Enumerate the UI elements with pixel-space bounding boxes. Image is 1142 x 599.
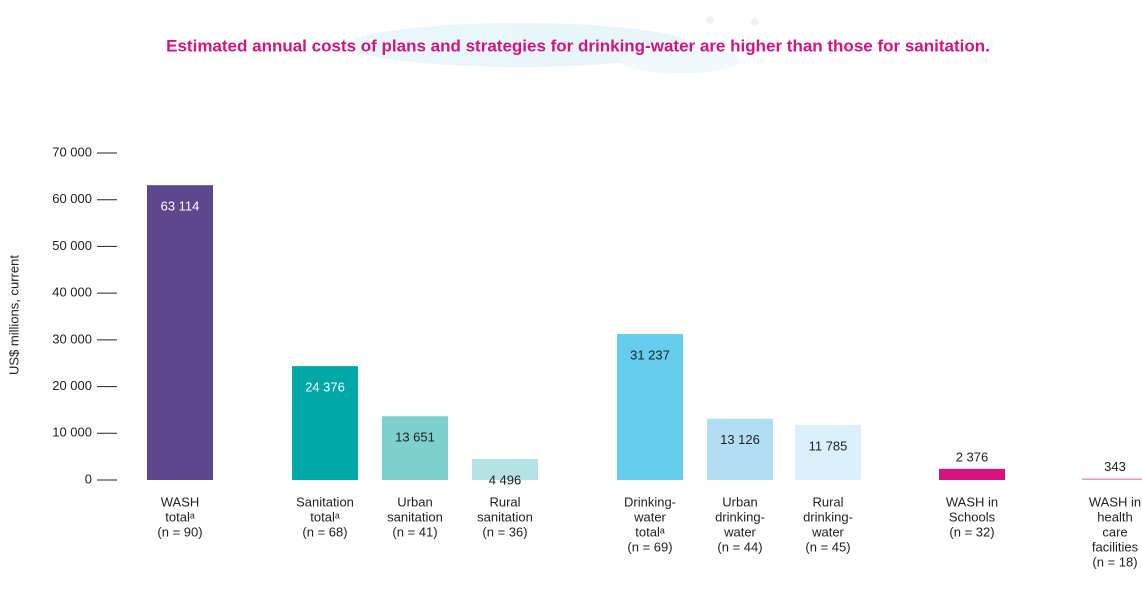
x-tick-label: (n = 18) <box>1092 554 1137 569</box>
splash-dot <box>751 18 759 26</box>
x-tick-label: water <box>633 509 666 524</box>
value-label: 2 376 <box>956 449 989 464</box>
x-tick-label: sanitation <box>477 509 533 524</box>
bar <box>795 424 861 480</box>
value-label: 11 785 <box>809 438 848 453</box>
x-tick-label: totalᵃ <box>310 509 340 524</box>
x-tick-label: care <box>1102 524 1127 539</box>
x-tick-label: Schools <box>949 509 996 524</box>
value-label: 63 114 <box>161 199 200 214</box>
y-tick-label: 10 000 <box>52 425 92 440</box>
bar <box>292 366 358 480</box>
splash-dot <box>706 16 714 24</box>
y-tick-label: 30 000 <box>52 331 92 346</box>
x-tick-label: drinking- <box>715 509 765 524</box>
x-tick-label: Urban <box>722 494 757 509</box>
y-axis-label: US$ millions, current <box>6 255 21 375</box>
x-tick-label: (n = 45) <box>805 539 850 554</box>
x-tick-label: health <box>1097 509 1132 524</box>
value-label: 31 237 <box>630 348 670 363</box>
bar <box>147 185 213 480</box>
x-tick-label: Urban <box>397 494 432 509</box>
y-tick-label: 60 000 <box>52 191 92 206</box>
x-tick-label: water <box>811 524 844 539</box>
background-splash <box>350 16 759 74</box>
chart-title: Estimated annual costs of plans and stra… <box>166 36 990 55</box>
splash <box>350 23 690 67</box>
x-tick-label: (n = 32) <box>949 524 994 539</box>
x-tick-label: (n = 36) <box>482 524 527 539</box>
x-tick-label: water <box>723 524 756 539</box>
x-tick-label: drinking- <box>803 509 853 524</box>
x-tick-label: sanitation <box>387 509 443 524</box>
x-tick-label: totalᵃ <box>635 524 665 539</box>
x-tick-label: WASH in <box>1089 494 1141 509</box>
bar <box>382 416 448 480</box>
x-tick-label: WASH <box>161 494 200 509</box>
y-tick-label: 40 000 <box>52 285 92 300</box>
bar <box>707 418 773 480</box>
x-tick-label: facilities <box>1092 539 1139 554</box>
bar <box>939 468 1005 480</box>
x-tick-label: Rural <box>489 494 520 509</box>
value-label: 13 651 <box>395 430 435 445</box>
value-label: 343 <box>1104 459 1126 474</box>
value-label: 4 496 <box>489 472 522 487</box>
x-tick-label: (n = 68) <box>302 524 347 539</box>
splash <box>620 46 740 74</box>
value-label: 24 376 <box>305 380 345 395</box>
bar <box>617 334 683 480</box>
y-tick-label: 50 000 <box>52 238 92 253</box>
y-tick-label: 70 000 <box>52 144 92 159</box>
value-label: 13 126 <box>720 432 760 447</box>
x-tick-label: (n = 44) <box>717 539 762 554</box>
y-tick-label: 0 <box>85 471 92 486</box>
x-tick-label: WASH in <box>946 494 998 509</box>
x-tick-label: (n = 90) <box>157 524 202 539</box>
x-tick-label: (n = 41) <box>392 524 437 539</box>
x-tick-label: totalᵃ <box>165 509 195 524</box>
x-tick-label: Sanitation <box>296 494 354 509</box>
bar <box>472 458 538 480</box>
y-tick-label: 20 000 <box>52 378 92 393</box>
x-tick-label: Drinking- <box>624 494 676 509</box>
x-tick-label: Rural <box>812 494 843 509</box>
bar <box>1082 478 1142 480</box>
x-tick-label: (n = 69) <box>627 539 672 554</box>
